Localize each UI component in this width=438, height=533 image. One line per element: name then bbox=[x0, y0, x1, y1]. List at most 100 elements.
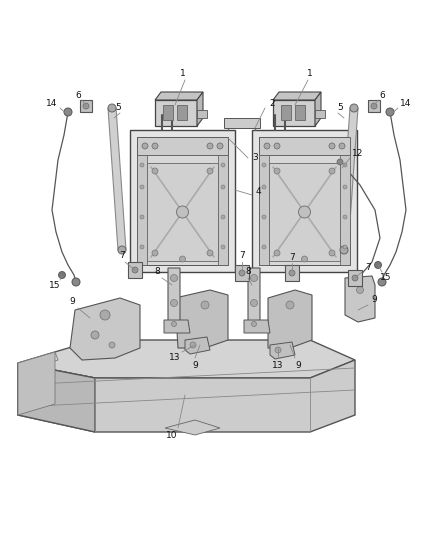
Text: 7: 7 bbox=[239, 252, 245, 261]
Text: 1: 1 bbox=[180, 69, 186, 77]
Circle shape bbox=[337, 159, 343, 165]
Polygon shape bbox=[273, 100, 315, 126]
Text: 14: 14 bbox=[400, 99, 412, 108]
Text: 9: 9 bbox=[295, 360, 301, 369]
Text: 15: 15 bbox=[380, 273, 392, 282]
Polygon shape bbox=[18, 363, 95, 432]
Circle shape bbox=[352, 275, 358, 281]
Polygon shape bbox=[165, 420, 220, 435]
Circle shape bbox=[264, 143, 270, 149]
Polygon shape bbox=[285, 265, 299, 281]
Polygon shape bbox=[164, 320, 190, 333]
Polygon shape bbox=[177, 105, 187, 120]
Text: 3: 3 bbox=[252, 154, 258, 163]
Text: 2: 2 bbox=[269, 99, 275, 108]
Polygon shape bbox=[315, 110, 325, 118]
Circle shape bbox=[251, 321, 257, 327]
Polygon shape bbox=[18, 360, 355, 432]
Circle shape bbox=[357, 287, 364, 294]
Circle shape bbox=[221, 245, 225, 249]
Circle shape bbox=[221, 163, 225, 167]
Polygon shape bbox=[108, 108, 126, 251]
Circle shape bbox=[118, 246, 126, 254]
Polygon shape bbox=[348, 270, 362, 286]
Circle shape bbox=[152, 250, 158, 256]
Circle shape bbox=[299, 206, 311, 218]
Polygon shape bbox=[130, 130, 235, 272]
Circle shape bbox=[343, 163, 347, 167]
Polygon shape bbox=[248, 268, 260, 328]
Text: 5: 5 bbox=[115, 102, 121, 111]
Circle shape bbox=[329, 168, 335, 174]
Circle shape bbox=[140, 163, 144, 167]
Circle shape bbox=[221, 215, 225, 219]
Text: 6: 6 bbox=[379, 91, 385, 100]
Circle shape bbox=[275, 347, 281, 353]
Text: 1: 1 bbox=[307, 69, 313, 77]
Polygon shape bbox=[315, 92, 321, 126]
Polygon shape bbox=[155, 100, 197, 126]
Text: 7: 7 bbox=[119, 252, 125, 261]
Text: 12: 12 bbox=[352, 149, 364, 157]
Circle shape bbox=[100, 310, 110, 320]
Polygon shape bbox=[270, 342, 295, 359]
Polygon shape bbox=[244, 320, 270, 333]
Circle shape bbox=[109, 342, 115, 348]
Circle shape bbox=[221, 185, 225, 189]
Circle shape bbox=[239, 270, 245, 276]
Polygon shape bbox=[197, 110, 207, 118]
Text: 8: 8 bbox=[154, 268, 160, 277]
Circle shape bbox=[251, 300, 258, 306]
Circle shape bbox=[132, 267, 138, 273]
Text: 7: 7 bbox=[289, 253, 295, 262]
Circle shape bbox=[350, 104, 358, 112]
Text: 7: 7 bbox=[365, 263, 371, 272]
Text: 13: 13 bbox=[272, 360, 284, 369]
Text: 15: 15 bbox=[49, 281, 61, 290]
Polygon shape bbox=[168, 268, 180, 328]
Polygon shape bbox=[80, 100, 92, 112]
Polygon shape bbox=[340, 155, 350, 265]
Circle shape bbox=[262, 215, 266, 219]
Polygon shape bbox=[345, 276, 375, 322]
Polygon shape bbox=[259, 137, 350, 265]
Circle shape bbox=[262, 163, 266, 167]
Circle shape bbox=[201, 301, 209, 309]
Circle shape bbox=[207, 143, 213, 149]
Polygon shape bbox=[340, 108, 358, 251]
Circle shape bbox=[386, 108, 394, 116]
Circle shape bbox=[262, 245, 266, 249]
Text: 9: 9 bbox=[69, 297, 75, 306]
Circle shape bbox=[207, 250, 213, 256]
Polygon shape bbox=[70, 298, 140, 360]
Polygon shape bbox=[137, 137, 228, 155]
Polygon shape bbox=[128, 262, 142, 278]
Circle shape bbox=[274, 168, 280, 174]
Polygon shape bbox=[269, 163, 340, 261]
Circle shape bbox=[329, 143, 335, 149]
Circle shape bbox=[355, 275, 361, 281]
Circle shape bbox=[91, 331, 99, 339]
Polygon shape bbox=[18, 352, 55, 415]
Circle shape bbox=[142, 143, 148, 149]
Circle shape bbox=[343, 215, 347, 219]
Text: 5: 5 bbox=[337, 102, 343, 111]
Polygon shape bbox=[252, 130, 357, 272]
Polygon shape bbox=[185, 337, 210, 354]
Circle shape bbox=[64, 108, 72, 116]
Circle shape bbox=[177, 206, 188, 218]
Circle shape bbox=[152, 143, 158, 149]
Text: 10: 10 bbox=[166, 431, 178, 440]
Polygon shape bbox=[235, 265, 249, 281]
Circle shape bbox=[217, 143, 223, 149]
Polygon shape bbox=[259, 137, 350, 155]
Circle shape bbox=[207, 168, 213, 174]
Text: 9: 9 bbox=[192, 360, 198, 369]
Text: 14: 14 bbox=[46, 99, 58, 108]
Polygon shape bbox=[273, 92, 321, 100]
Circle shape bbox=[286, 301, 294, 309]
Circle shape bbox=[301, 256, 307, 262]
Polygon shape bbox=[197, 92, 203, 126]
Circle shape bbox=[340, 246, 348, 254]
Circle shape bbox=[262, 185, 266, 189]
